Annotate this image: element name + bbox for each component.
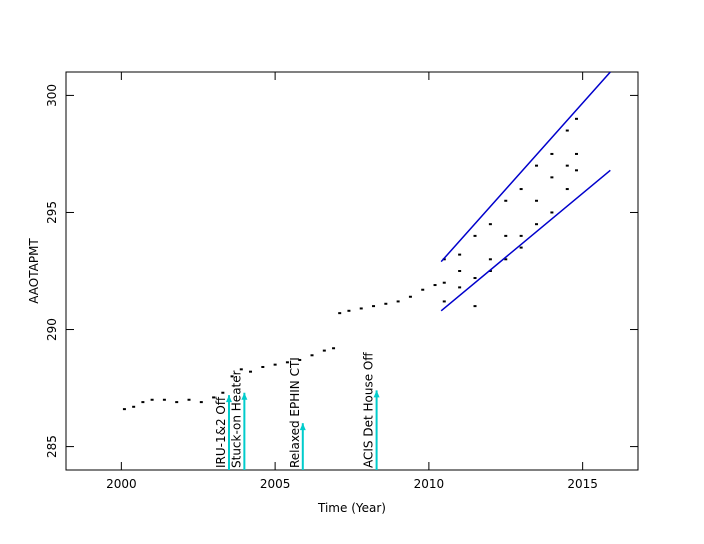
- annotation-arrowhead: [299, 423, 306, 431]
- data-point: [535, 164, 539, 167]
- data-point: [442, 300, 446, 303]
- data-point: [565, 164, 569, 167]
- data-point: [310, 354, 314, 357]
- data-point: [230, 375, 234, 378]
- x-tick-label: 2015: [567, 477, 598, 491]
- data-point: [175, 401, 179, 404]
- data-point: [433, 284, 437, 287]
- data-point: [535, 223, 539, 226]
- data-point: [187, 398, 191, 401]
- data-point: [132, 405, 136, 408]
- data-point: [504, 258, 508, 261]
- y-tick-label: 285: [45, 435, 59, 458]
- data-point: [504, 234, 508, 237]
- data-point: [488, 270, 492, 272]
- data-point: [338, 312, 342, 315]
- data-point: [458, 253, 462, 256]
- trend-line: [440, 169, 611, 312]
- annotation-label: Relaxed EPHIN CTI: [288, 357, 302, 468]
- data-point: [550, 176, 554, 179]
- data-point: [141, 401, 145, 404]
- data-point: [458, 286, 462, 289]
- data-point: [332, 347, 336, 350]
- data-point: [535, 199, 539, 202]
- data-point: [212, 396, 216, 399]
- data-point: [421, 288, 425, 291]
- x-tick-label: 2000: [106, 477, 137, 491]
- data-point: [372, 305, 376, 308]
- plot-area: IRU-1&2 Off Stuck-on Heater Relaxed EPHIN …: [122, 72, 611, 470]
- data-point: [261, 365, 265, 368]
- data-point: [519, 246, 523, 249]
- data-point: [122, 408, 126, 411]
- data-point: [150, 398, 154, 401]
- annotation-arrowhead: [241, 392, 248, 400]
- data-point: [162, 398, 166, 401]
- data-point: [298, 358, 302, 361]
- annotation-label: ACIS Det House Off: [362, 352, 376, 468]
- data-point: [565, 129, 569, 132]
- data-point: [488, 258, 492, 261]
- y-axis-label: AAOTAPMT: [27, 238, 41, 304]
- data-point: [396, 300, 400, 303]
- x-tick-label: 2005: [260, 477, 291, 491]
- data-point: [504, 199, 508, 202]
- data-point: [199, 401, 203, 404]
- plot-frame: [65, 71, 639, 471]
- data-point: [285, 361, 289, 364]
- x-tick-label: 2010: [414, 477, 445, 491]
- data-point: [565, 188, 569, 191]
- data-point: [384, 302, 388, 305]
- y-tick-label: 295: [45, 201, 59, 224]
- y-tick-label: 300: [45, 84, 59, 107]
- data-point: [273, 363, 277, 366]
- data-point: [347, 309, 351, 312]
- data-point: [574, 117, 578, 120]
- annotation-label: Stuck-on Heater: [229, 370, 243, 468]
- annotation-arrowhead: [373, 390, 380, 398]
- data-point: [442, 281, 446, 284]
- y-tick-label: 290: [45, 318, 59, 341]
- data-point: [239, 368, 243, 371]
- data-point: [473, 277, 477, 280]
- data-point: [221, 391, 225, 394]
- data-point: [574, 152, 578, 155]
- data-point: [488, 223, 492, 226]
- data-point: [473, 305, 477, 308]
- data-point: [322, 349, 326, 352]
- data-point: [574, 169, 578, 172]
- data-point: [519, 188, 523, 191]
- data-point: [550, 152, 554, 155]
- data-point: [359, 307, 363, 310]
- x-axis-label: Time (Year): [317, 501, 386, 515]
- data-point: [550, 211, 554, 214]
- data-point: [408, 295, 412, 298]
- data-point: [458, 270, 462, 272]
- trend-line: [440, 72, 611, 263]
- annotation-arrowhead: [225, 395, 232, 403]
- data-point: [473, 234, 477, 237]
- data-point: [249, 370, 253, 373]
- data-point: [519, 234, 523, 237]
- annotation-label: IRU-1&2 Off: [214, 396, 228, 468]
